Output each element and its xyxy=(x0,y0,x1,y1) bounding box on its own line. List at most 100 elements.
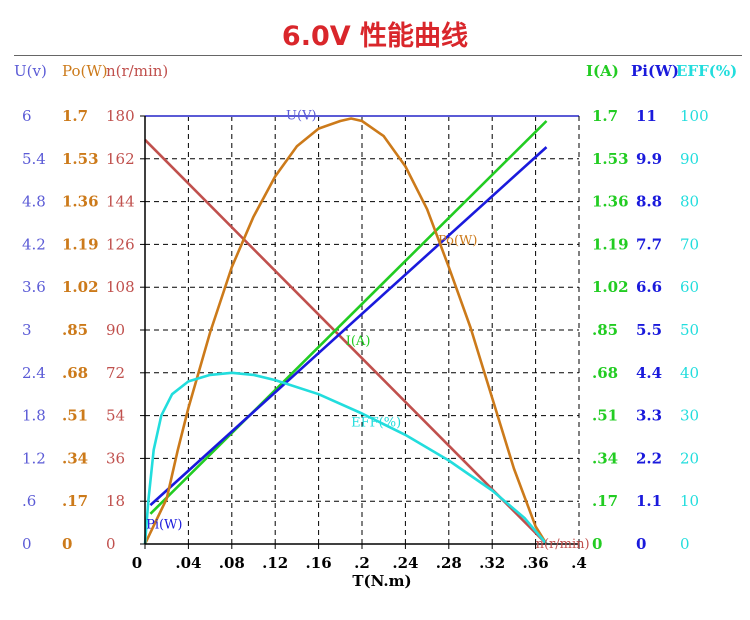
curve-label-eff: EFF(%) xyxy=(351,415,401,430)
x-tick-label: .12 xyxy=(262,554,288,572)
y-tick-label: 0 xyxy=(22,535,32,553)
y-tick-label: 0 xyxy=(592,535,602,553)
y-tick-label: 4.4 xyxy=(636,364,662,382)
labels: U(v) 0 .6 1.2 1.8 2.4 3 3.6 4.2 4.8 5.4 6 Po(W) 0 .17.… xyxy=(14,62,737,590)
series-line-n xyxy=(144,138,548,545)
y-tick-label: 50 xyxy=(680,321,699,339)
y-tick-label: 6.6 xyxy=(636,278,662,296)
axes xyxy=(140,115,580,549)
chart-title: 6.0V 性能曲线 xyxy=(281,21,469,52)
y-tick-label: 3.6 xyxy=(22,278,46,296)
y-tick-label: 1.53 xyxy=(592,150,629,168)
y-tick-label: 2.4 xyxy=(22,364,46,382)
y-tick-label: 3 xyxy=(22,321,32,339)
series-line-eff xyxy=(143,371,548,545)
y-tick-label: 10 xyxy=(680,492,699,510)
y-tick-label: .68 xyxy=(592,364,618,382)
y-tick-label: 126 xyxy=(106,235,135,253)
y-tick-label: 1.02 xyxy=(62,278,99,296)
y-axis-header-pi: Pi(W) xyxy=(631,62,679,80)
y-tick-label: 6 xyxy=(22,107,32,125)
y-axis-header-eff: EFF(%) xyxy=(676,62,737,80)
x-axis-label: T(N.m) xyxy=(352,572,411,590)
series-line-po xyxy=(143,117,548,545)
y-tick-label: 20 xyxy=(680,449,699,467)
y-axis-header-u: U(v) xyxy=(14,62,47,80)
x-tick-label: .32 xyxy=(479,554,505,572)
y-tick-label: 2.2 xyxy=(636,449,662,467)
y-tick-label: .34 xyxy=(62,449,88,467)
y-tick-label: 0 xyxy=(680,535,690,553)
curve-label-po: Po(W) xyxy=(438,233,478,248)
y-tick-label: 1.7 xyxy=(592,107,618,125)
y-axis-header-i: I(A) xyxy=(586,62,619,80)
y-tick-label: .51 xyxy=(592,407,618,425)
curve-label-i: I(A) xyxy=(346,334,371,349)
y-tick-label: 72 xyxy=(106,364,125,382)
y-tick-label: .68 xyxy=(62,364,88,382)
x-tick-label: .4 xyxy=(571,554,587,572)
y-tick-label: 1.7 xyxy=(62,107,88,125)
y-tick-label: 1.02 xyxy=(592,278,629,296)
y-tick-label: 60 xyxy=(680,278,699,296)
x-tick-label: .2 xyxy=(354,554,370,572)
x-tick-label: .28 xyxy=(436,554,462,572)
y-tick-label: 8.8 xyxy=(636,193,662,211)
y-tick-label: 70 xyxy=(680,235,699,253)
y-tick-label: 80 xyxy=(680,193,699,211)
y-tick-label: 5.5 xyxy=(636,321,662,339)
y-tick-label: 5.4 xyxy=(22,150,46,168)
curve-label-n: n(r/min) xyxy=(536,537,590,552)
series-layer xyxy=(143,115,579,545)
y-tick-label: 144 xyxy=(106,193,135,211)
y-tick-label: 1.8 xyxy=(22,407,46,425)
y-tick-label: 36 xyxy=(106,449,125,467)
y-tick-label: 1.2 xyxy=(22,449,46,467)
y-tick-label: 1.36 xyxy=(592,193,629,211)
y-axis-header-n: n(r/min) xyxy=(106,62,168,80)
curve-label-u: U(V) xyxy=(286,109,317,124)
y-tick-label: .51 xyxy=(62,407,88,425)
y-tick-label: 0 xyxy=(106,535,116,553)
y-tick-label: 11 xyxy=(636,107,657,125)
y-tick-label: 7.7 xyxy=(636,235,662,253)
y-tick-label: 4.2 xyxy=(22,235,46,253)
x-tick-label: .36 xyxy=(523,554,549,572)
y-tick-label: 1.19 xyxy=(62,235,99,253)
y-tick-label: 1.36 xyxy=(62,193,99,211)
y-tick-label: 108 xyxy=(106,278,135,296)
y-tick-label: .6 xyxy=(22,492,36,510)
y-tick-label: 0 xyxy=(636,535,646,553)
y-tick-label: .34 xyxy=(592,449,618,467)
curve-label-pi: Pi(W) xyxy=(146,517,182,532)
x-tick-label: .16 xyxy=(306,554,332,572)
x-tick-label: .24 xyxy=(392,554,418,572)
y-tick-label: 90 xyxy=(680,150,699,168)
y-tick-label: 54 xyxy=(106,407,125,425)
x-tick-label: .04 xyxy=(175,554,201,572)
y-tick-label: 4.8 xyxy=(22,193,46,211)
y-tick-label: 1.19 xyxy=(592,235,629,253)
x-tick-label: 0 xyxy=(132,554,142,572)
y-tick-label: 1.53 xyxy=(62,150,99,168)
y-tick-label: 162 xyxy=(106,150,135,168)
y-tick-label: 40 xyxy=(680,364,699,382)
title-divider xyxy=(14,55,742,56)
y-tick-label: 0 xyxy=(62,535,72,553)
y-tick-label: 30 xyxy=(680,407,699,425)
y-tick-label: 90 xyxy=(106,321,125,339)
y-tick-label: .85 xyxy=(62,321,88,339)
y-tick-label: 3.3 xyxy=(636,407,662,425)
y-tick-label: 100 xyxy=(680,107,709,125)
series-line-i xyxy=(149,120,548,515)
y-tick-label: 18 xyxy=(106,492,125,510)
x-tick-label: .08 xyxy=(219,554,245,572)
y-tick-label: .17 xyxy=(592,492,618,510)
y-tick-label: 180 xyxy=(106,107,135,125)
y-tick-label: .85 xyxy=(592,321,618,339)
y-tick-label: .17 xyxy=(62,492,88,510)
y-tick-label: 1.1 xyxy=(636,492,662,510)
series-line-pi xyxy=(149,146,548,507)
y-tick-label: 9.9 xyxy=(636,150,662,168)
